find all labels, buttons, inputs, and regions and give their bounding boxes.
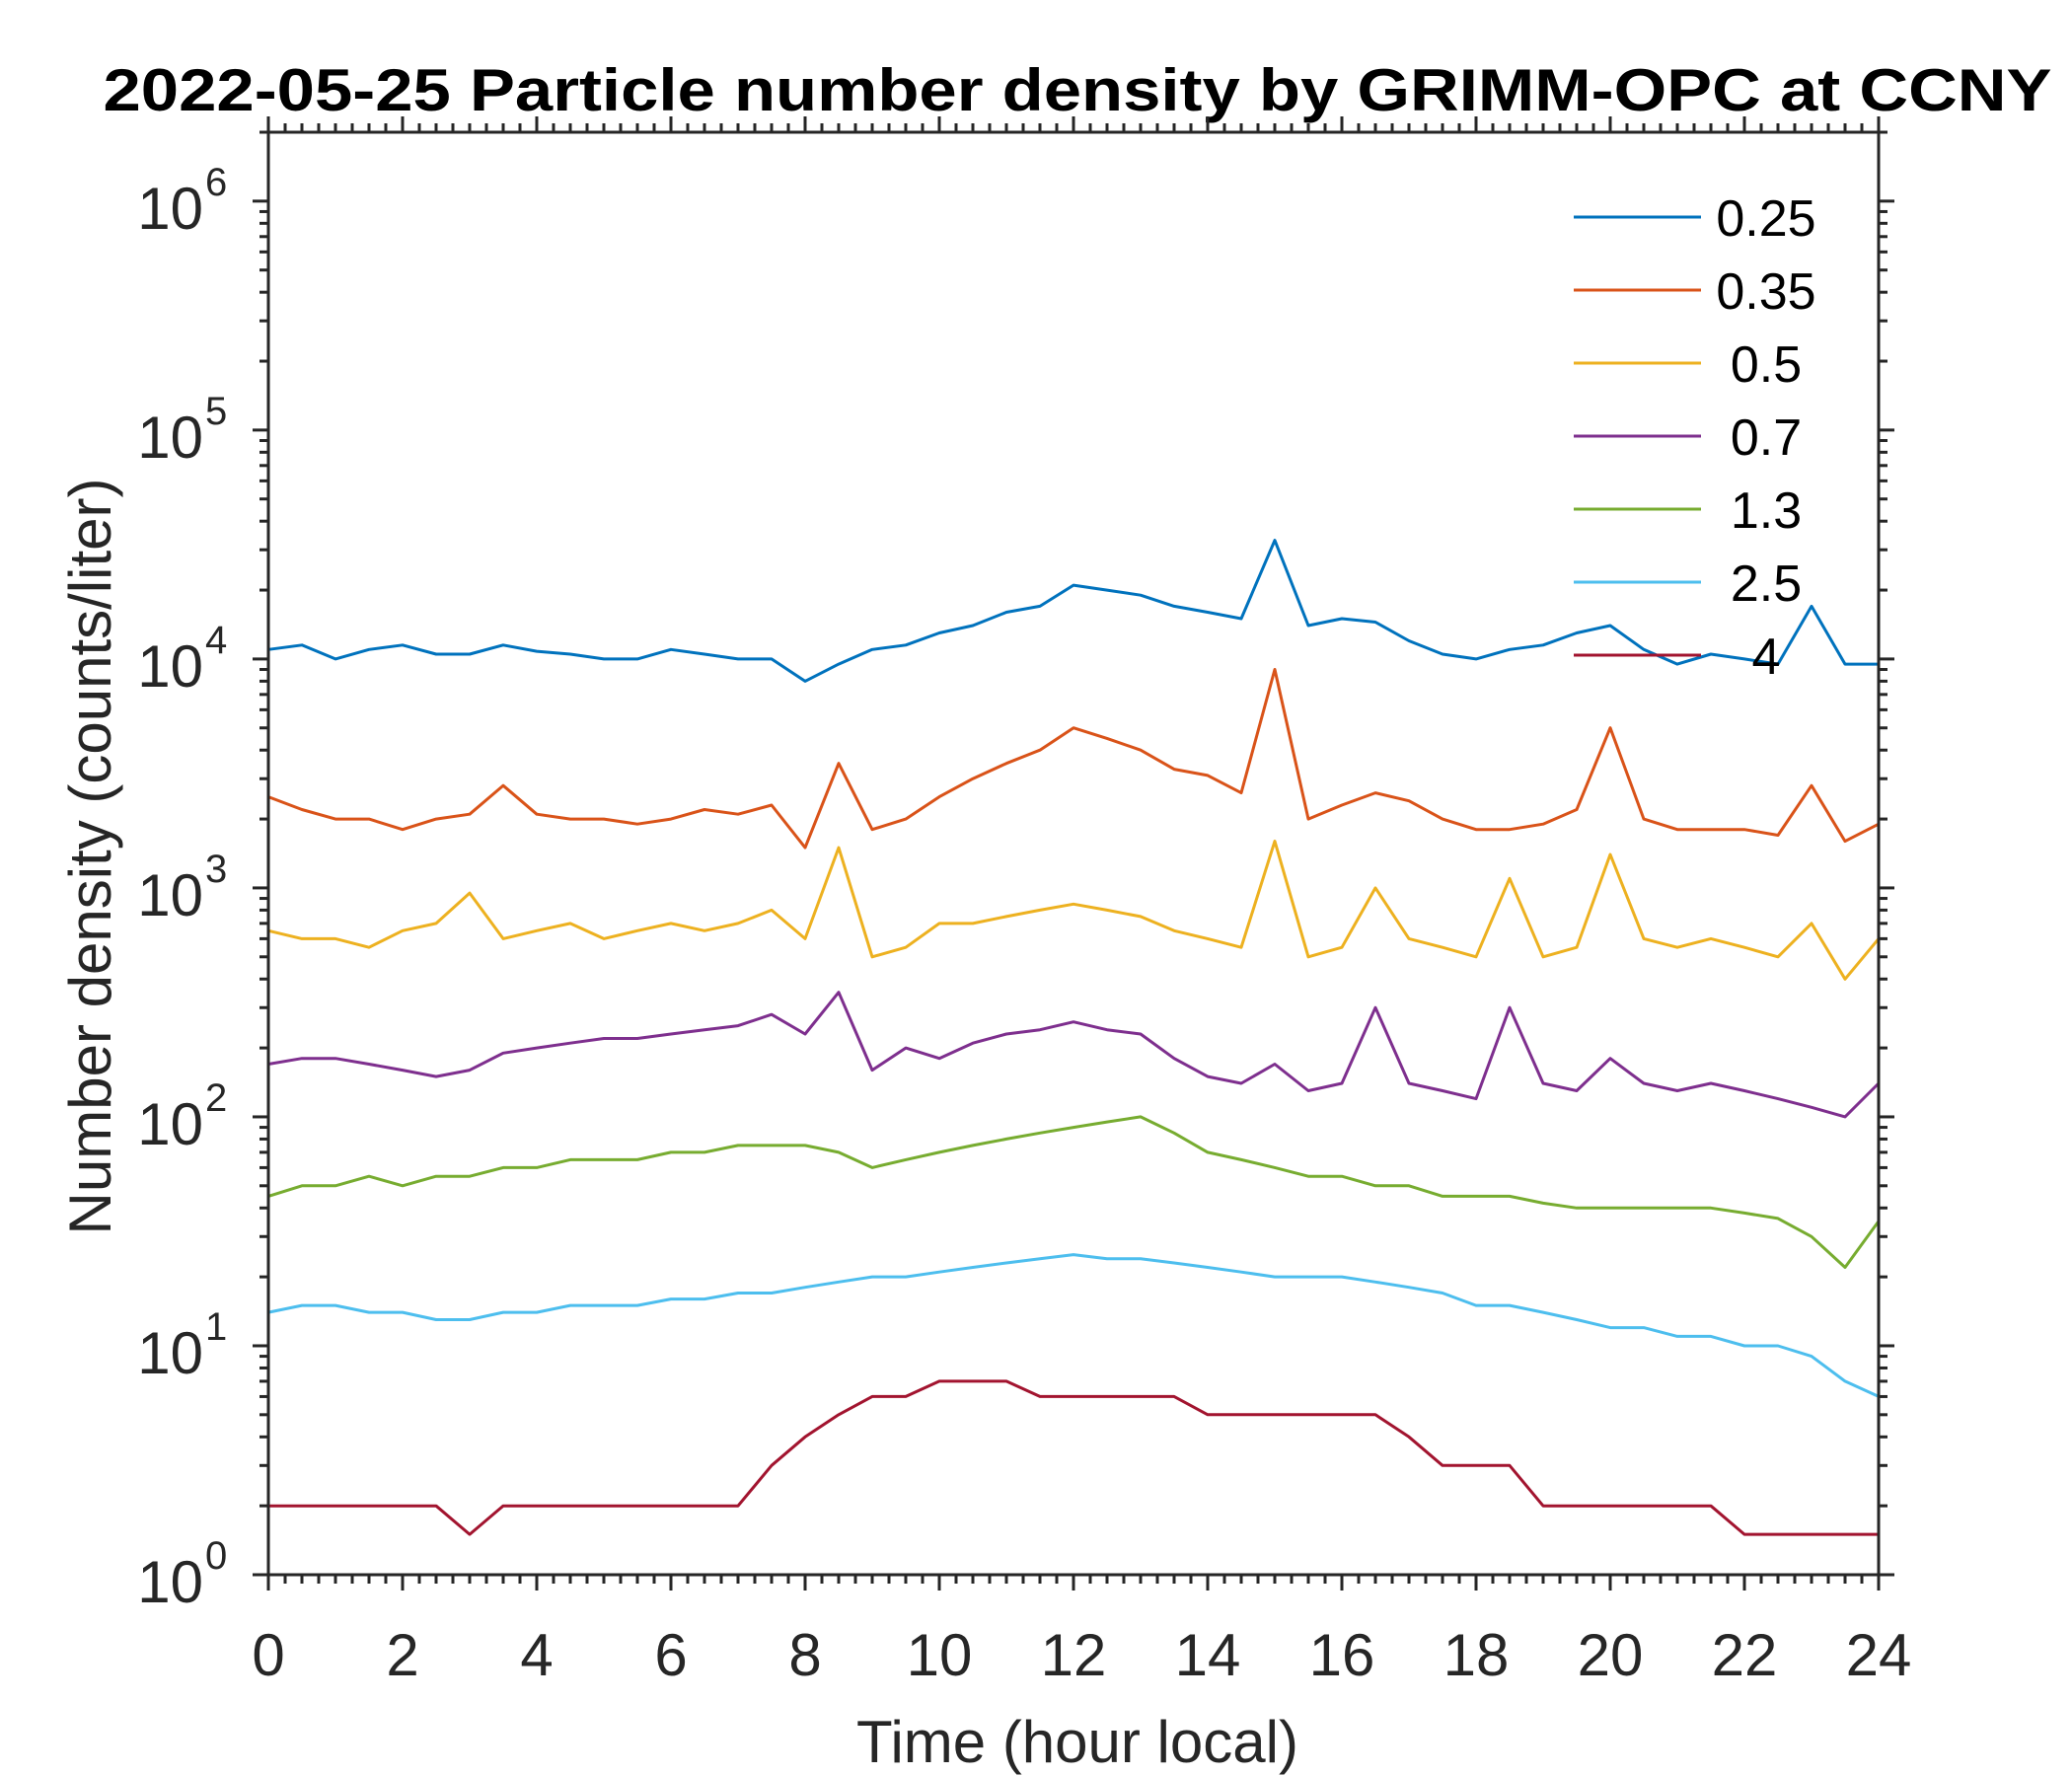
x-tick-label: 14 [1175, 1622, 1241, 1688]
x-tick-label: 24 [1846, 1622, 1912, 1688]
legend-label: 0.25 [1716, 190, 1815, 248]
x-tick-label: 18 [1443, 1622, 1510, 1688]
x-tick-label: 20 [1578, 1622, 1644, 1688]
y-tick-label-exponent: 5 [205, 390, 227, 433]
x-tick-label: 6 [654, 1622, 687, 1688]
y-tick-label-exponent: 1 [205, 1305, 227, 1349]
legend-label: 1.3 [1731, 482, 1802, 540]
x-tick-label: 10 [907, 1622, 973, 1688]
series-line-0-5 [267, 840, 1881, 981]
plot-lines [267, 539, 1881, 1536]
x-tick-label: 2 [386, 1622, 418, 1688]
legend-label: 2.5 [1731, 555, 1802, 613]
series-line-4 [268, 1379, 1879, 1536]
y-axis-label: Number density (counts/liter) [57, 479, 123, 1235]
y-tick-label-base: 10 [137, 405, 203, 471]
series-line-1-3 [267, 1115, 1881, 1269]
y-tick-label-exponent: 4 [205, 619, 227, 662]
legend-item: 1.3 [1574, 482, 1802, 540]
legend-item: 2.5 [1574, 555, 1802, 613]
x-tick-label: 22 [1712, 1622, 1778, 1688]
x-axis-label: Time (hour local) [856, 1709, 1298, 1775]
legend-label: 0.35 [1716, 263, 1815, 321]
legend-item: 4 [1574, 629, 1780, 686]
x-tick-label: 12 [1041, 1622, 1107, 1688]
legend: 0.25 0.35 0.5 0.7 1.3 2.5 4 [1574, 190, 1816, 686]
y-tick-label-base: 10 [137, 862, 203, 928]
series-line-0-25 [267, 539, 1879, 683]
x-tick-label: 16 [1309, 1622, 1375, 1688]
y-tick-label-exponent: 3 [205, 848, 227, 891]
legend-item: 0.25 [1574, 190, 1816, 248]
legend-item: 0.35 [1574, 263, 1816, 321]
chart-title: 2022-05-25 Particle number density by GR… [104, 57, 2052, 123]
x-tick-label: 0 [252, 1622, 284, 1688]
axes [253, 116, 1894, 1591]
y-tick-label-base: 10 [137, 1549, 203, 1615]
series-line-0-7 [267, 991, 1881, 1119]
y-tick-label-base: 10 [137, 633, 203, 700]
legend-label: 0.7 [1731, 409, 1802, 467]
legend-item: 0.5 [1574, 336, 1802, 394]
legend-label: 0.5 [1731, 336, 1802, 394]
legend-item: 0.7 [1574, 409, 1802, 467]
x-tick-label: 8 [788, 1622, 821, 1688]
series-line-0-35 [267, 668, 1880, 850]
x-tick-label: 4 [520, 1622, 553, 1688]
y-tick-label-base: 10 [137, 1091, 203, 1157]
legend-label: 4 [1752, 629, 1781, 686]
y-tick-label-exponent: 2 [205, 1076, 227, 1120]
y-tick-label-base: 10 [137, 1320, 203, 1386]
y-tick-label-exponent: 0 [205, 1534, 227, 1578]
y-tick-label-exponent: 6 [205, 161, 227, 204]
series-line-2-5 [267, 1253, 1880, 1398]
y-tick-label-base: 10 [137, 176, 203, 242]
